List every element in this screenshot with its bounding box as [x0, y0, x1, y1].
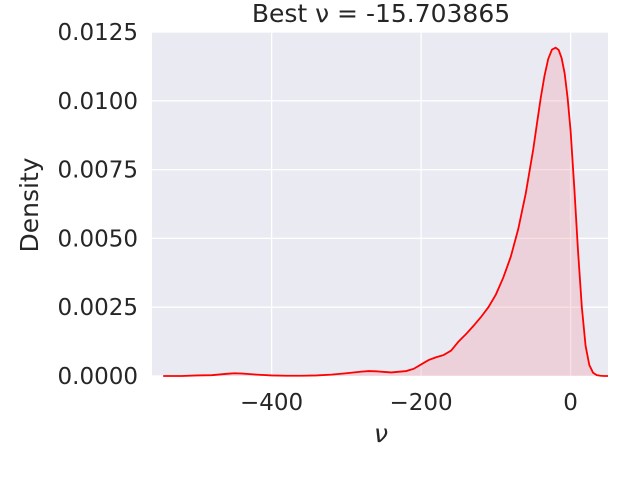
x-tick-label: 0: [563, 390, 578, 416]
x-tick-label: −400: [240, 390, 303, 416]
y-tick-label: 0.0050: [58, 226, 138, 252]
y-axis-ticks: 0.0000 0.0025 0.0050 0.0075 0.0100 0.0125: [58, 20, 138, 390]
y-tick-label: 0.0025: [58, 295, 138, 321]
y-tick-label: 0.0125: [58, 20, 138, 46]
y-axis-label: Density: [15, 157, 44, 252]
x-axis-label: ν: [374, 419, 388, 448]
x-tick-label: −200: [390, 390, 453, 416]
grid: [152, 31, 608, 377]
x-axis-ticks: −400 −200 0: [240, 390, 578, 416]
plot-area: [152, 32, 608, 376]
density-curve: [163, 46, 608, 377]
y-tick-label: 0.0075: [58, 158, 138, 184]
chart-title: Best ν = -15.703865: [252, 0, 510, 28]
y-tick-label: 0.0100: [58, 89, 138, 115]
y-tick-label: 0.0000: [58, 364, 138, 390]
